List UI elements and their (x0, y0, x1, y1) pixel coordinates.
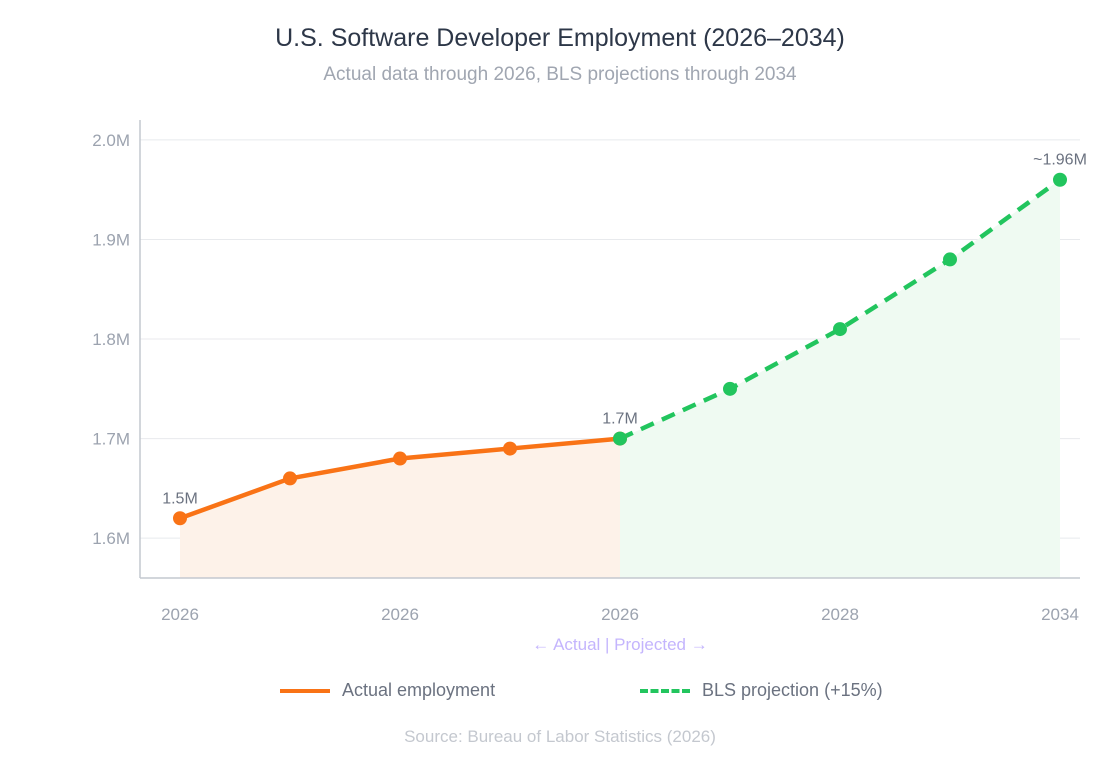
source-note: Source: Bureau of Labor Statistics (2026… (404, 727, 716, 746)
data-point (723, 381, 737, 396)
data-point (943, 252, 957, 267)
legend-swatch-solid (280, 688, 330, 693)
y-tick-label: 1.8M (92, 330, 130, 349)
legend-item-projection[interactable]: BLS projection (+15%) (640, 680, 883, 701)
data-point (393, 451, 407, 466)
data-point (283, 471, 297, 486)
y-tick-label: 1.9M (92, 230, 130, 249)
legend-label: Actual employment (342, 680, 496, 700)
chart-subtitle: Actual data through 2026, BLS projection… (323, 64, 797, 85)
x-tick-label: 2026 (381, 605, 419, 624)
data-point (503, 441, 517, 456)
area-fill (180, 438, 620, 578)
data-point (613, 431, 627, 446)
chart-title: U.S. Software Developer Employment (2026… (275, 24, 845, 52)
x-axis-label: ← Actual | Projected → (532, 635, 707, 654)
data-point (173, 511, 187, 526)
data-label: ~1.96M (1033, 152, 1087, 169)
x-tick-label: 2034 (1041, 605, 1079, 624)
area-fill (620, 179, 1060, 578)
data-point (1053, 172, 1067, 187)
line-chart: 1.6M 1.7M 1.8M 1.9M 2.0M 2026 2026 2026 2028 2034… (92, 120, 1087, 654)
x-tick-label: 2026 (161, 605, 199, 624)
y-tick-label: 1.7M (92, 430, 130, 449)
data-point (833, 322, 847, 337)
legend: Actual employment BLS projection (+15%) (0, 680, 1120, 704)
legend-swatch-dashed (640, 688, 690, 693)
data-label: 1.5M (162, 490, 198, 507)
y-tick-label: 1.6M (92, 529, 130, 548)
data-label: 1.7M (602, 411, 638, 428)
legend-label: BLS projection (+15%) (702, 680, 883, 700)
x-tick-label: 2028 (821, 605, 859, 624)
series-line (619, 177, 1062, 441)
legend-item-actual[interactable]: Actual employment (280, 680, 495, 701)
y-tick-label: 2.0M (92, 131, 130, 150)
x-tick-label: 2026 (601, 605, 639, 624)
